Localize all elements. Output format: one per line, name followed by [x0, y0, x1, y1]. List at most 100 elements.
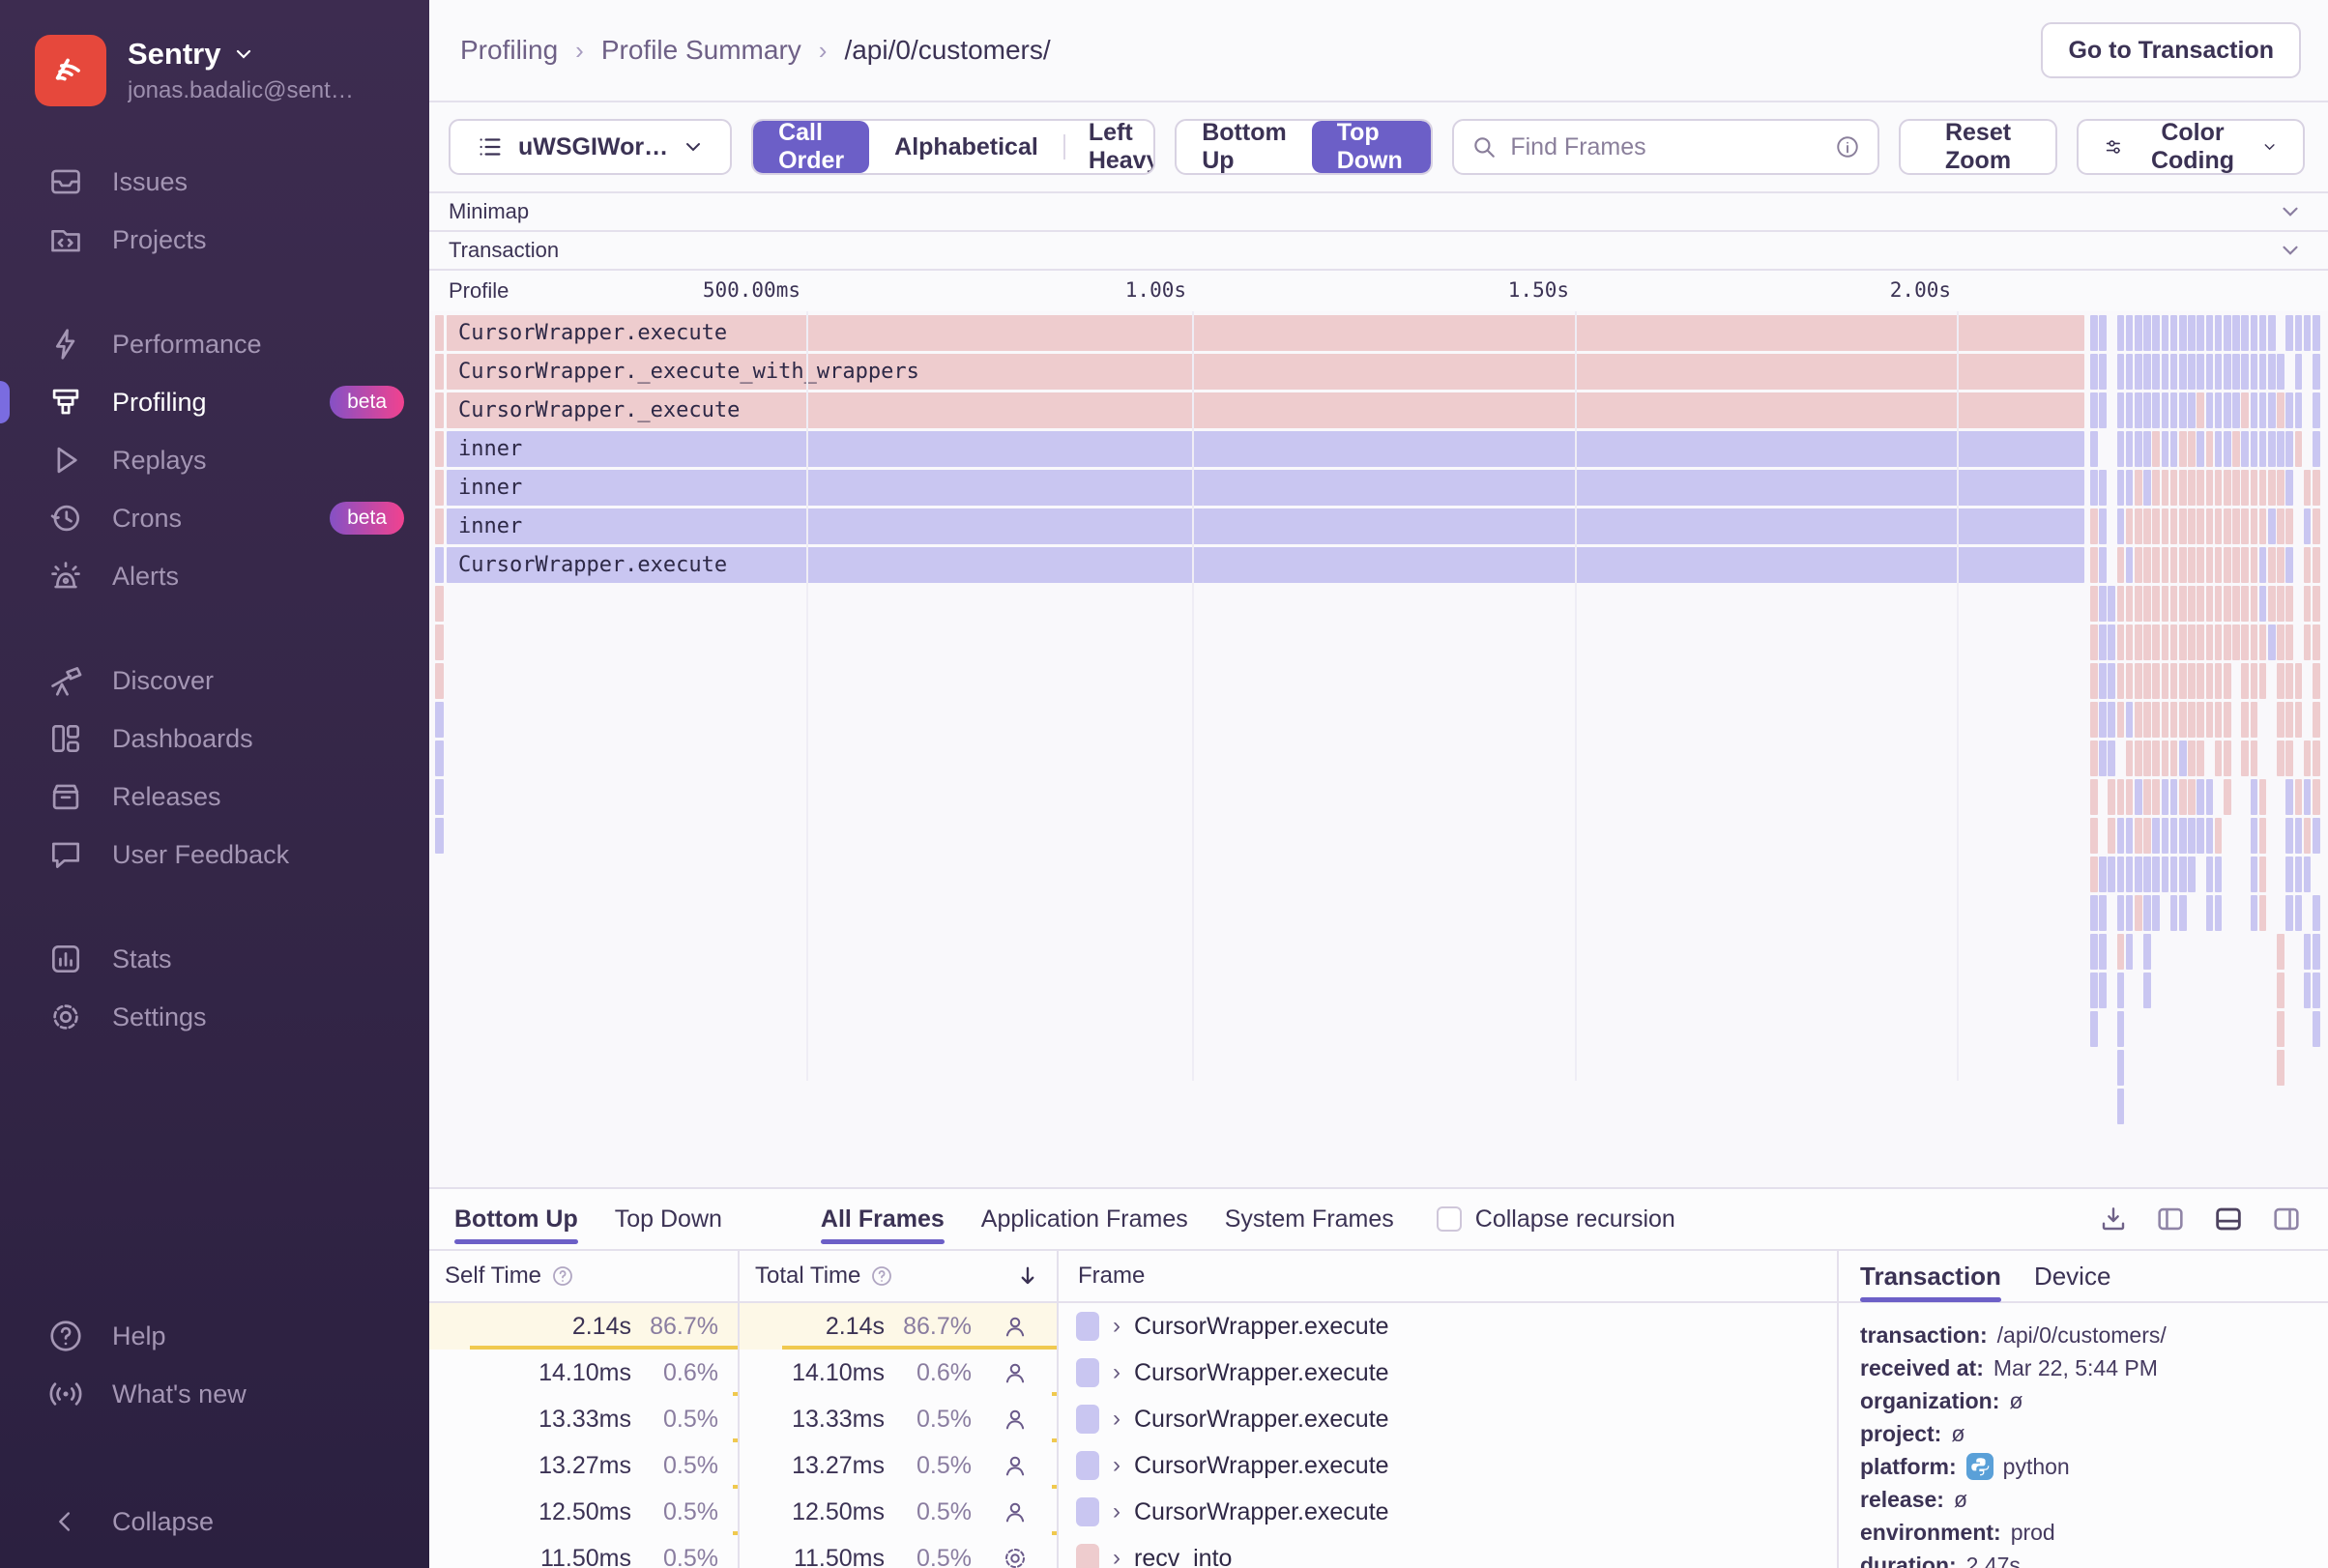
flame-frame[interactable] [2197, 431, 2204, 467]
flame-frame[interactable] [2135, 702, 2142, 738]
flame-frame[interactable] [2197, 315, 2204, 351]
flame-frame[interactable] [435, 663, 444, 699]
flame-frame[interactable] [2152, 315, 2160, 351]
flame-frame[interactable] [2313, 470, 2320, 506]
flame-frame[interactable] [2313, 586, 2320, 622]
flame-frame[interactable] [2169, 586, 2178, 622]
table-row[interactable]: 13.27ms 0.5% 13.27ms 0.5% › CursorWrapper.exe… [429, 1442, 1837, 1489]
flame-frame[interactable] [2090, 663, 2098, 699]
direction-option-bottom-up[interactable]: Bottom Up [1202, 119, 1287, 174]
flame-frame[interactable] [2205, 586, 2214, 622]
flame-frame[interactable] [2241, 315, 2249, 351]
flame-frame[interactable] [435, 354, 444, 390]
flame-frame[interactable] [2169, 779, 2178, 815]
flame-frame[interactable] [435, 586, 444, 622]
flame-frame[interactable] [2285, 702, 2293, 738]
flame-frame[interactable] [2152, 857, 2160, 892]
sidebar-item-stats[interactable]: Stats [0, 930, 429, 988]
flame-frame[interactable] [2179, 624, 2187, 660]
flame-frame[interactable] [2125, 779, 2134, 815]
flame-frame[interactable] [2241, 624, 2249, 660]
flame-frame[interactable] [2116, 392, 2125, 428]
flame-frame[interactable] [2125, 818, 2134, 854]
flame-frame[interactable] [2258, 586, 2267, 622]
flame-frame[interactable] [2135, 470, 2142, 506]
flame-frame[interactable] [2135, 354, 2142, 390]
flame-frame[interactable] [2108, 740, 2115, 776]
flame-frame[interactable] [2143, 586, 2151, 622]
flame-frame[interactable] [447, 431, 2084, 467]
flame-frame[interactable] [2232, 431, 2240, 467]
flame-frame[interactable] [2179, 857, 2187, 892]
flame-frame[interactable] [2313, 392, 2320, 428]
flame-frame[interactable] [2258, 508, 2267, 544]
flame-frame[interactable] [2250, 779, 2258, 815]
flame-frame[interactable] [2152, 624, 2160, 660]
flame-frame[interactable] [2152, 740, 2160, 776]
flame-frame[interactable] [2241, 354, 2249, 390]
org-switcher[interactable]: Sentry jonas.badalic@sent… [0, 0, 429, 106]
flame-frame[interactable] [2125, 586, 2134, 622]
flame-frame[interactable] [2116, 934, 2125, 970]
flame-frame[interactable] [2313, 740, 2320, 776]
flame-frame[interactable] [2116, 895, 2125, 931]
flame-frame[interactable] [2285, 470, 2293, 506]
flame-frame[interactable] [435, 779, 444, 815]
flame-frame[interactable] [2108, 586, 2115, 622]
flame-frame[interactable] [2152, 818, 2160, 854]
flame-frame[interactable] [2294, 315, 2303, 351]
flame-frame[interactable] [2250, 586, 2258, 622]
flame-frame[interactable] [2179, 663, 2187, 699]
flame-frame[interactable] [2169, 895, 2178, 931]
table-row[interactable]: 12.50ms 0.5% 12.50ms 0.5% › CursorWrapper.exe… [429, 1489, 1837, 1535]
frame-cell[interactable]: › CursorWrapper.execute [1059, 1303, 1837, 1350]
flame-frame[interactable] [2188, 702, 2196, 738]
sidebar-item-help[interactable]: Help [0, 1307, 429, 1365]
flame-frame[interactable] [2303, 470, 2312, 506]
flame-frame[interactable] [2250, 624, 2258, 660]
flame-frame[interactable] [2179, 470, 2187, 506]
flame-frame[interactable] [2188, 547, 2196, 583]
breadcrumb-profile-summary[interactable]: Profile Summary [600, 35, 801, 65]
flame-frame[interactable] [2250, 508, 2258, 544]
flame-frame[interactable] [2241, 392, 2249, 428]
flame-frame[interactable] [2250, 431, 2258, 467]
flame-frame[interactable] [2313, 508, 2320, 544]
flame-frame[interactable] [2135, 392, 2142, 428]
flame-frame[interactable] [2313, 702, 2320, 738]
transaction-strip[interactable]: Transaction [429, 232, 2328, 271]
sidebar-item-profiling[interactable]: Profiling beta [0, 373, 429, 431]
flame-frame[interactable] [2313, 895, 2320, 931]
chevron-down-icon[interactable] [2278, 199, 2303, 224]
table-row[interactable]: 14.10ms 0.6% 14.10ms 0.6% › CursorWrapper.exe… [429, 1350, 1837, 1396]
flame-frame[interactable] [435, 431, 444, 467]
flame-frame[interactable] [2143, 508, 2151, 544]
flame-frame[interactable] [2188, 818, 2196, 854]
flame-frame[interactable] [2161, 470, 2169, 506]
flame-frame[interactable] [2188, 470, 2196, 506]
flame-frame[interactable] [2224, 586, 2231, 622]
flame-frame[interactable] [2161, 431, 2169, 467]
sidebar-item-issues[interactable]: Issues [0, 153, 429, 211]
flame-frame[interactable] [2197, 586, 2204, 622]
flame-frame[interactable] [2232, 392, 2240, 428]
flame-frame[interactable] [2232, 586, 2240, 622]
flame-frame[interactable] [2125, 934, 2134, 970]
flame-frame[interactable] [2303, 740, 2312, 776]
flame-frame[interactable] [2116, 857, 2125, 892]
flame-frame[interactable] [2125, 663, 2134, 699]
flame-frame[interactable] [2224, 392, 2231, 428]
flame-frame[interactable] [2205, 547, 2214, 583]
total-time-header[interactable]: Total Time [740, 1251, 1059, 1301]
flame-frame[interactable] [2303, 818, 2312, 854]
flame-frame[interactable] [2294, 818, 2303, 854]
flame-frame[interactable] [2313, 431, 2320, 467]
flame-frame[interactable] [2258, 315, 2267, 351]
flame-frame[interactable] [2303, 547, 2312, 583]
flame-frame[interactable] [2294, 663, 2303, 699]
flame-frame[interactable] [2152, 895, 2160, 931]
expand-chevron-icon[interactable]: › [1113, 1313, 1120, 1339]
flame-frame[interactable] [2241, 740, 2249, 776]
flame-frame[interactable] [2313, 1011, 2320, 1047]
flame-frame[interactable] [2143, 934, 2151, 970]
